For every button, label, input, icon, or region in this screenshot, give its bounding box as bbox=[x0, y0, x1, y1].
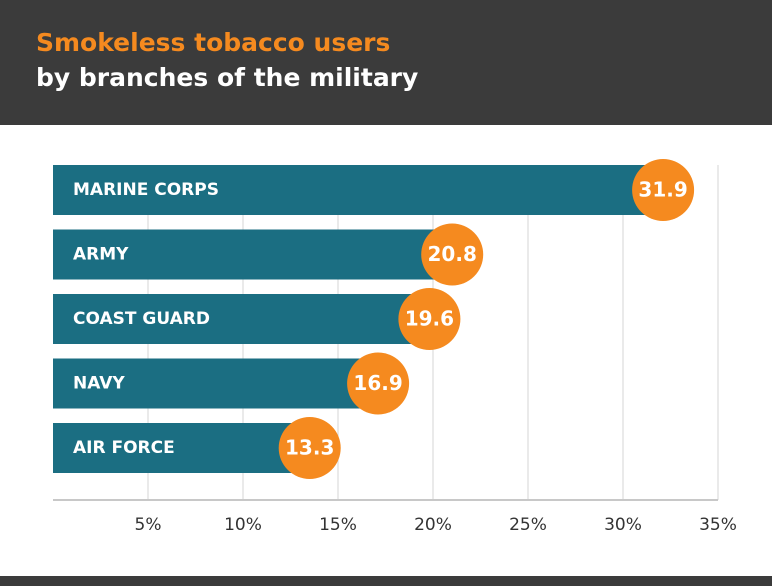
bar bbox=[53, 294, 426, 344]
value-label: 13.3 bbox=[285, 436, 334, 460]
value-label: 31.9 bbox=[638, 178, 687, 202]
x-tick-label: 5% bbox=[135, 515, 162, 535]
bar bbox=[53, 423, 306, 473]
value-marker bbox=[278, 417, 341, 479]
value-marker bbox=[421, 223, 484, 286]
value-marker bbox=[632, 159, 695, 221]
value-label: 16.9 bbox=[353, 371, 402, 395]
value-label: 19.6 bbox=[405, 307, 454, 331]
x-tick-label: 30% bbox=[604, 515, 642, 535]
x-tick-label: 35% bbox=[699, 515, 737, 535]
category-label: ARMY bbox=[73, 245, 129, 265]
category-label: NAVY bbox=[73, 374, 125, 394]
value-label: 20.8 bbox=[428, 242, 477, 266]
x-tick-label: 15% bbox=[319, 515, 357, 535]
bar bbox=[53, 229, 449, 280]
x-tick-label: 25% bbox=[509, 515, 547, 535]
bar bbox=[53, 358, 375, 409]
category-label: COAST GUARD bbox=[73, 309, 210, 329]
x-tick-label: 10% bbox=[224, 515, 262, 535]
footer-bar bbox=[0, 576, 772, 586]
header bbox=[0, 0, 772, 125]
chart-subtitle: by branches of the military bbox=[36, 63, 418, 92]
value-marker bbox=[398, 288, 461, 350]
chart-title: Smokeless tobacco users bbox=[36, 28, 390, 57]
category-label: AIR FORCE bbox=[73, 438, 175, 458]
bar bbox=[53, 165, 660, 215]
category-label: MARINE CORPS bbox=[73, 180, 219, 200]
x-tick-label: 20% bbox=[414, 515, 452, 535]
value-marker bbox=[347, 352, 410, 415]
